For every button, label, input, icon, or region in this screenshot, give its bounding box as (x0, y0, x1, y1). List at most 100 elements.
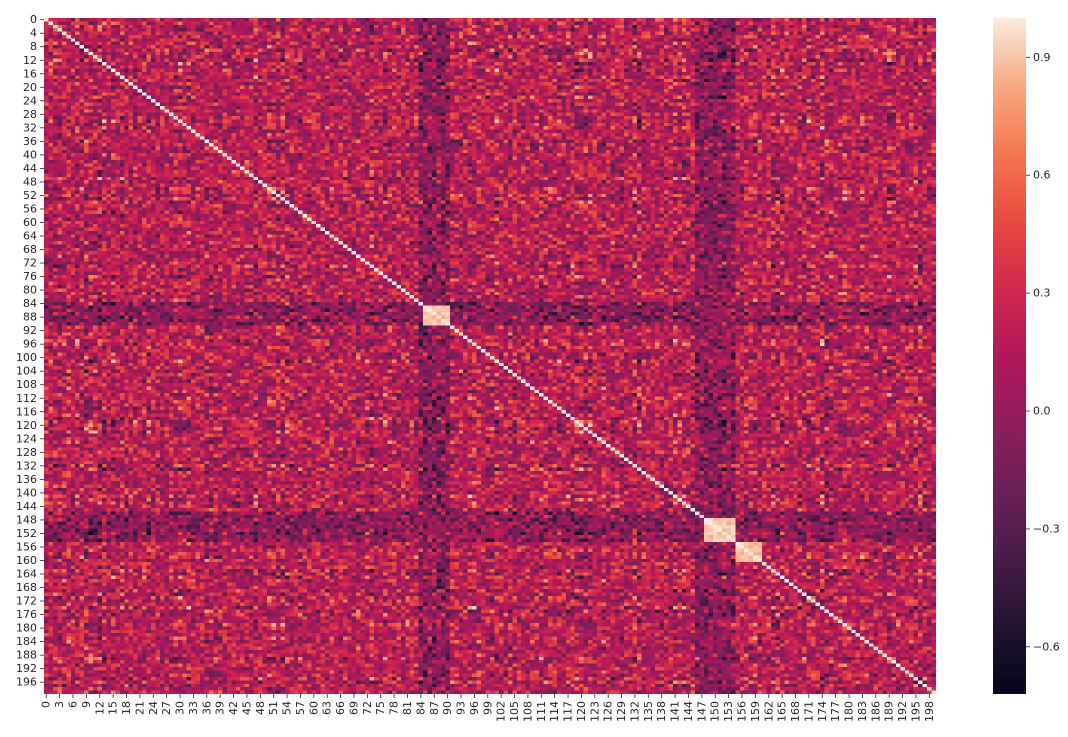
x-tick-label: 36 (200, 701, 213, 715)
y-tick-label: 172 (16, 595, 37, 608)
x-tick-label: 78 (388, 701, 401, 715)
x-tick-label: 129 (615, 701, 628, 722)
y-tick-label: 40 (23, 148, 37, 161)
y-tick-label: 56 (23, 202, 37, 215)
y-tick-label: 20 (23, 81, 37, 94)
x-tick-label: 186 (869, 701, 882, 722)
y-tick-label: 144 (16, 500, 37, 513)
colorbar-tick-label: −0.6 (1033, 640, 1060, 653)
x-tick-label: 180 (843, 701, 856, 722)
x-tick-label: 105 (508, 701, 521, 722)
x-tick-label: 69 (347, 701, 360, 715)
x-tick-label: 45 (240, 701, 253, 715)
x-tick-label: 99 (481, 701, 494, 715)
y-tick-label: 196 (16, 676, 37, 689)
y-tick-label: 24 (23, 94, 37, 107)
x-tick-label: 30 (174, 701, 187, 715)
y-tick-label: 112 (16, 392, 37, 405)
x-tick-label: 42 (227, 701, 240, 715)
y-tick-label: 12 (23, 54, 37, 67)
y-tick-label: 104 (16, 365, 37, 378)
y-tick-label: 84 (23, 297, 37, 310)
x-tick-label: 72 (361, 701, 374, 715)
y-tick-label: 68 (23, 243, 37, 256)
x-tick-label: 156 (735, 701, 748, 722)
colorbar-ticks: 0.9 0.6 0.3 0.0 −0.3 −0.6 (1026, 51, 1060, 653)
y-tick-label: 152 (16, 527, 37, 540)
x-tick-label: 171 (802, 701, 815, 722)
y-tick-label: 156 (16, 540, 37, 553)
y-tick-label: 184 (16, 635, 37, 648)
y-tick-label: 120 (16, 419, 37, 432)
x-tick-label: 3 (53, 701, 66, 708)
x-tick-label: 66 (334, 701, 347, 715)
x-tick-label: 120 (575, 701, 588, 722)
x-tick-label: 132 (628, 701, 641, 722)
x-tick-label: 195 (909, 701, 922, 722)
heatmap-cell-image (44, 18, 936, 694)
x-tick-label: 81 (401, 701, 414, 715)
y-tick-label: 108 (16, 378, 37, 391)
x-tick-label: 9 (80, 701, 93, 708)
colorbar-tick-label: 0.0 (1033, 405, 1051, 418)
x-tick-label: 75 (374, 701, 387, 715)
x-tick-label: 144 (682, 701, 695, 722)
x-tick-label: 24 (147, 701, 160, 715)
x-tick-label: 12 (93, 701, 106, 715)
y-tick-label: 8 (30, 40, 37, 53)
y-tick-label: 124 (16, 432, 37, 445)
y-tick-label: 164 (16, 568, 37, 581)
y-tick-label: 60 (23, 216, 37, 229)
y-tick-label: 64 (23, 230, 37, 243)
y-axis-ticks: 0481216202428323640444852566064687276808… (16, 13, 44, 689)
x-tick-label: 150 (709, 701, 722, 722)
y-tick-label: 148 (16, 513, 37, 526)
x-tick-label: 165 (776, 701, 789, 722)
y-tick-label: 88 (23, 311, 37, 324)
colorbar-tick-label: 0.6 (1033, 169, 1051, 182)
y-tick-label: 96 (23, 338, 37, 351)
x-tick-label: 102 (495, 701, 508, 722)
x-tick-label: 138 (655, 701, 668, 722)
y-tick-label: 132 (16, 459, 37, 472)
y-tick-label: 192 (16, 662, 37, 675)
y-tick-label: 100 (16, 351, 37, 364)
x-tick-label: 48 (254, 701, 267, 715)
x-tick-label: 126 (602, 701, 615, 722)
x-axis-ticks: 0 3 6 9 12 15 18 21 24 27 30 33 36 39 42 45 48 51 54 57 60 63… (40, 694, 936, 722)
y-tick-label: 76 (23, 270, 37, 283)
x-tick-label: 63 (321, 701, 334, 715)
y-tick-label: 4 (30, 27, 37, 40)
x-tick-label: 96 (468, 701, 481, 715)
x-tick-label: 27 (160, 701, 173, 715)
x-tick-label: 18 (120, 701, 133, 715)
x-tick-label: 198 (923, 701, 936, 722)
y-tick-label: 136 (16, 473, 37, 486)
y-tick-label: 0 (30, 13, 37, 26)
y-tick-label: 160 (16, 554, 37, 567)
x-tick-label: 168 (789, 701, 802, 722)
x-tick-label: 117 (562, 701, 575, 722)
x-tick-label: 162 (762, 701, 775, 722)
colorbar-tick-label: 0.3 (1033, 287, 1051, 300)
y-tick-label: 188 (16, 649, 37, 662)
x-tick-label: 57 (294, 701, 307, 715)
x-tick-label: 51 (267, 701, 280, 715)
y-tick-label: 36 (23, 135, 37, 148)
y-tick-label: 168 (16, 581, 37, 594)
x-tick-label: 6 (66, 701, 79, 708)
y-tick-label: 80 (23, 284, 37, 297)
y-tick-label: 52 (23, 189, 37, 202)
x-tick-label: 108 (521, 701, 534, 722)
x-tick-label: 114 (548, 701, 561, 722)
x-tick-label: 90 (441, 701, 454, 715)
colorbar-gradient (993, 18, 1026, 694)
x-tick-label: 147 (695, 701, 708, 722)
x-tick-label: 87 (428, 701, 441, 715)
x-tick-label: 15 (107, 701, 120, 715)
x-tick-label: 84 (414, 701, 427, 715)
x-tick-label: 135 (642, 701, 655, 722)
x-tick-label: 33 (187, 701, 200, 715)
heatmap-cells (44, 18, 936, 694)
y-tick-label: 48 (23, 175, 37, 188)
